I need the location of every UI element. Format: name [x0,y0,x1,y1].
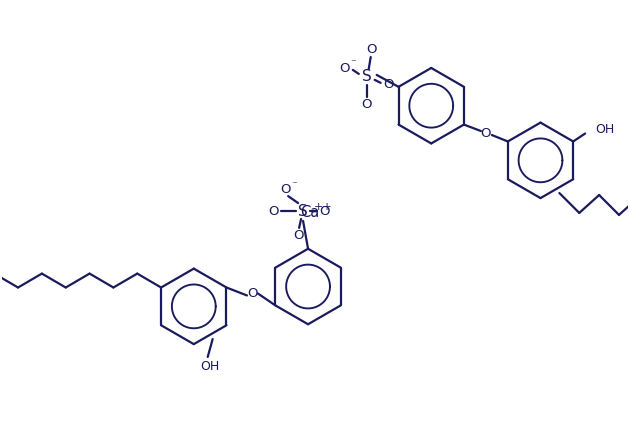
Text: O: O [384,78,394,91]
Text: ⁻: ⁻ [350,58,356,68]
Text: Ca: Ca [301,204,319,219]
Text: S: S [362,69,372,85]
Text: O: O [340,62,350,76]
Text: O: O [248,287,258,300]
Text: ++: ++ [314,202,332,212]
Text: ⁻: ⁻ [291,180,297,190]
Text: O: O [367,42,377,56]
Text: S: S [298,204,308,218]
Text: O: O [319,204,330,218]
Text: OH: OH [595,123,614,136]
Text: O: O [481,127,491,139]
Text: O: O [293,230,304,242]
Text: OH: OH [200,360,219,374]
Text: O: O [362,98,372,111]
Text: O: O [280,183,290,196]
Text: O: O [268,204,278,218]
